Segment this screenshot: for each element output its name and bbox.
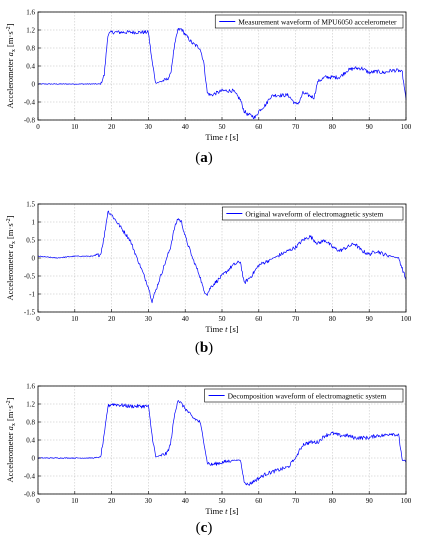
legend-label: Decomposition waveform of electromagneti… [228,391,387,400]
y-tick-label: -0.5 [24,273,36,281]
y-tick-label: 1.2 [26,401,35,409]
series-line [37,28,407,120]
legend-box [222,206,404,221]
x-tick-label: 100 [401,315,412,323]
y-tick-label: -0.4 [24,99,36,107]
x-tick-label: 70 [292,497,300,505]
legend-box [204,388,404,403]
series-line [37,400,407,486]
y-axis-label: Accelerometer ax [m·s-2] [5,397,17,482]
series-line [37,210,407,304]
y-tick-label: 0.4 [26,63,35,71]
x-tick-label: 20 [108,315,116,323]
y-tick-label: 1 [32,219,36,227]
x-tick-label: 30 [145,497,153,505]
legend-label: Original waveform of electromagnetic sys… [245,209,383,218]
x-tick-label: 60 [255,315,263,323]
x-tick-label: 40 [182,315,190,323]
x-tick-label: 80 [329,123,337,131]
x-axis-label: Time t [s] [205,506,238,516]
y-tick-label: 0.4 [26,437,35,445]
x-tick-label: 60 [255,123,263,131]
y-tick-label: 0.5 [26,237,35,245]
x-tick-label: 100 [401,123,412,131]
x-tick-label: 70 [292,123,300,131]
x-tick-label: 0 [36,315,40,323]
x-tick-label: 0 [36,123,40,131]
x-tick-label: 10 [71,123,79,131]
x-axis-label: Time t [s] [205,324,238,334]
y-tick-label: -0.4 [24,473,36,481]
y-tick-label: 0.8 [26,419,35,427]
chart-panel-3: 0 10 20 30 40 50 60 70 80 90 100 -0.8 -0.4 0 0.4 0.8 1.2… [5,383,412,537]
y-tick-label: -0.8 [24,491,36,499]
x-tick-label: 50 [219,497,227,505]
x-tick-label: 90 [366,123,374,131]
x-tick-label: 30 [145,315,153,323]
x-tick-label: 10 [71,315,79,323]
y-tick-label: 0.8 [26,45,35,53]
y-tick-label: 0 [32,455,36,463]
y-tick-label: 1.5 [26,201,35,209]
y-axis-label: Accelerometer ax [m·s-2] [5,215,17,300]
x-tick-label: 0 [36,497,40,505]
chart-panel-2: 0 10 20 30 40 50 60 70 80 90 100 -1.5 -1 -0.5 0 0.5 1 1.5… [5,201,412,357]
x-tick-label: 90 [366,497,374,505]
x-tick-label: 100 [401,497,412,505]
x-axis-label: Time t [s] [205,132,238,142]
panel-caption: (b) [195,340,213,356]
y-tick-label: 1.6 [26,9,35,17]
y-tick-label: -0.8 [24,117,36,125]
x-tick-label: 20 [108,123,116,131]
y-tick-label: -1.5 [24,309,36,317]
y-tick-label: 1.2 [26,27,35,35]
x-tick-label: 80 [329,315,337,323]
x-tick-label: 70 [292,315,300,323]
y-axis-label: Accelerometer ax [m·s-2] [5,23,17,108]
x-tick-label: 50 [219,315,227,323]
x-tick-label: 50 [219,123,227,131]
y-tick-label: -1 [29,291,35,299]
x-tick-label: 90 [366,315,374,323]
legend-label: Measurement waveform of MPU6050 accelero… [238,17,397,26]
x-tick-label: 40 [182,123,190,131]
x-tick-label: 10 [71,497,79,505]
panel-caption: (a) [195,150,213,166]
x-tick-label: 40 [182,497,190,505]
y-tick-label: 0 [32,255,36,263]
legend-box [214,14,404,29]
panel-caption: (c) [196,520,213,536]
y-tick-label: 0 [32,81,36,89]
y-tick-label: 1.6 [26,383,35,391]
x-tick-label: 20 [108,497,116,505]
x-tick-label: 30 [145,123,153,131]
chart-panel-1: 0 10 20 30 40 50 60 70 80 90 100 -0.8 -0.4 0 0.4 0.8 1.2… [5,9,412,167]
x-tick-label: 80 [329,497,337,505]
x-tick-label: 60 [255,497,263,505]
